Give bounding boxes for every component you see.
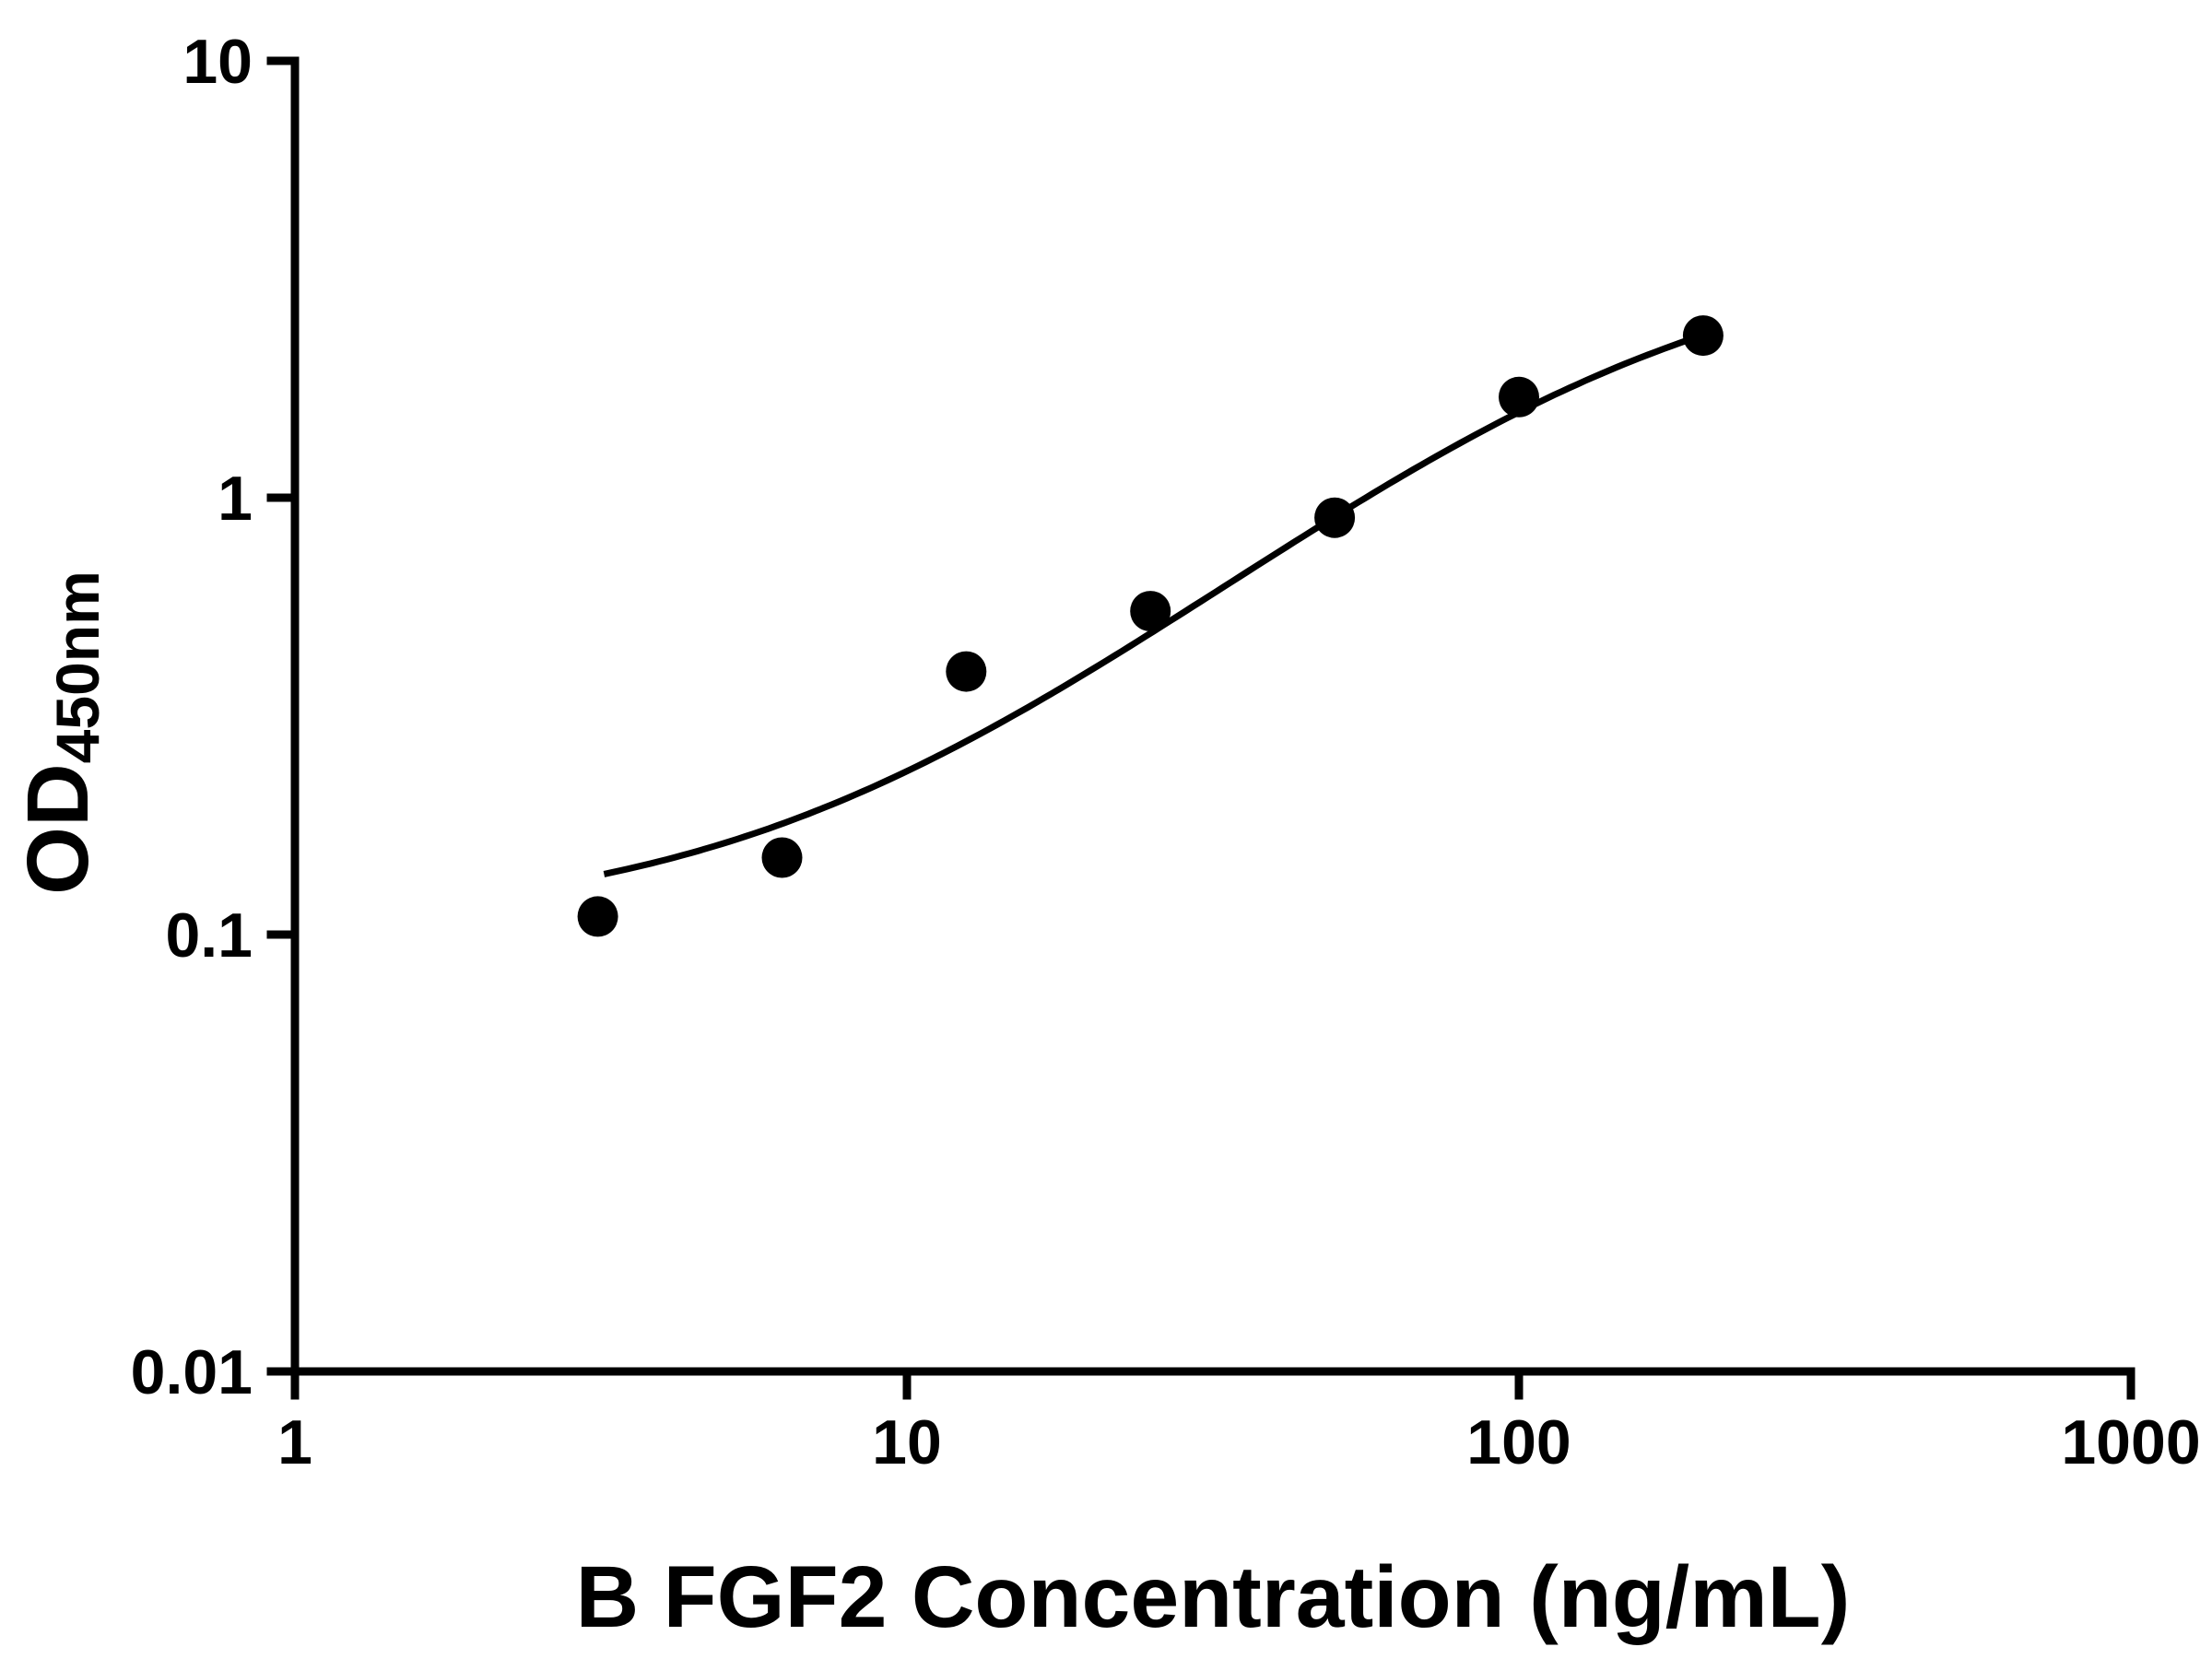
x-tick-label: 1	[277, 1407, 312, 1477]
y-tick-label: 0.01	[131, 1337, 253, 1407]
axes-layer: 1 10 100 1000 0.01 0.1 1 10	[131, 27, 2201, 1477]
data-point	[1682, 315, 1724, 357]
y-axis-title-subscript: 450nm	[43, 571, 112, 763]
x-tick-label: 10	[872, 1407, 942, 1477]
data-points-layer	[577, 315, 1724, 937]
x-tick-label: 100	[1466, 1407, 1571, 1477]
data-point	[1499, 376, 1539, 418]
y-tick-label: 10	[182, 27, 253, 97]
data-point	[577, 896, 618, 937]
data-point	[1314, 497, 1356, 538]
y-axis-title: OD450nm	[9, 571, 112, 895]
data-point	[946, 651, 987, 692]
data-point	[1130, 591, 1171, 632]
y-tick-label: 0.1	[165, 900, 253, 971]
x-axis-title: B FGF2 Concentration (ng/mL)	[576, 1548, 1851, 1646]
x-tick-label: 1000	[2061, 1407, 2200, 1477]
data-point	[761, 837, 803, 878]
y-axis-title-main: OD	[9, 763, 107, 895]
y-tick-label: 1	[218, 464, 253, 534]
